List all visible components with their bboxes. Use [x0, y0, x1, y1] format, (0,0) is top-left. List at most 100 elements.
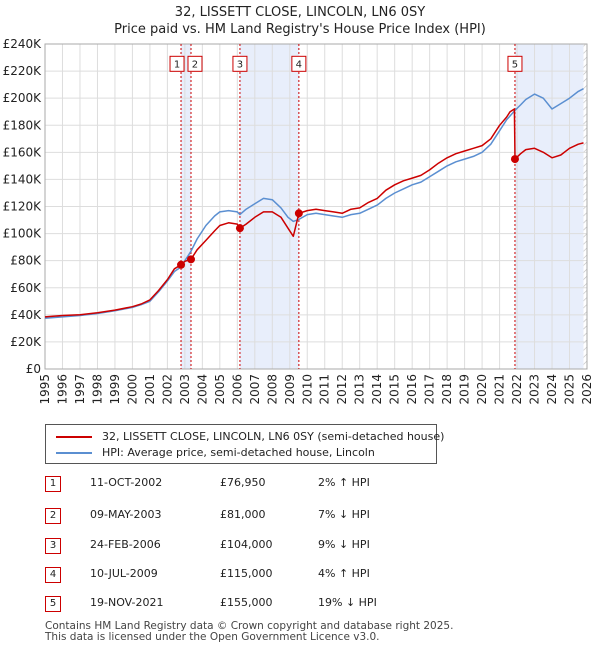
sale-date: 10-JUL-2009 — [90, 567, 158, 580]
sale-price: £81,000 — [220, 508, 266, 521]
x-tick-label: 2020 — [475, 374, 489, 405]
y-tick-label: £120K — [3, 200, 43, 214]
sale-label-box — [232, 55, 248, 72]
x-tick-label: 2007 — [248, 374, 262, 405]
gridlines — [44, 43, 588, 370]
x-tick-label: 2014 — [370, 374, 384, 405]
legend: 32, LISSETT CLOSE, LINCOLN, LN6 0SY (sem… — [45, 424, 444, 464]
table-row: 4 10-JUL-2009 £115,000 4% ↑ HPI — [45, 567, 465, 583]
x-tick-label: 2017 — [423, 374, 437, 405]
table-row: 1 11-OCT-2002 £76,950 2% ↑ HPI — [45, 476, 465, 492]
sale-price: £76,950 — [220, 476, 266, 489]
hpi-line — [44, 88, 584, 319]
sale-marker — [294, 209, 303, 218]
sale-hpi-diff: 9% ↓ HPI — [318, 538, 370, 551]
sale-label-box — [507, 55, 523, 72]
plot-border — [44, 43, 588, 370]
y-tick-label: £220K — [3, 64, 43, 78]
x-tick-label: 2026 — [580, 374, 594, 405]
x-tick-label: 2013 — [353, 374, 367, 405]
x-tick-label: 2010 — [300, 374, 314, 405]
y-tick-label: £240K — [3, 37, 43, 51]
x-tick-label: 2003 — [178, 374, 192, 405]
sale-label-box — [291, 55, 307, 72]
x-tick-label: 2006 — [230, 374, 244, 405]
y-tick-label: £200K — [3, 91, 43, 105]
sale-label-number: 1 — [174, 59, 180, 70]
sale-label-box — [187, 55, 203, 72]
sale-date: 11-OCT-2002 — [90, 476, 163, 489]
x-tick-label: 2008 — [265, 374, 279, 405]
y-tick-label: £60K — [10, 281, 42, 295]
y-tick-label: £80K — [10, 254, 42, 268]
sale-hpi-diff: 2% ↑ HPI — [318, 476, 370, 489]
sale-hpi-diff: 19% ↓ HPI — [318, 596, 377, 609]
sale-number-badge: 3 — [45, 538, 61, 554]
x-tick-label: 1995 — [38, 374, 52, 405]
sale-date: 24-FEB-2006 — [90, 538, 161, 551]
x-tick-label: 2025 — [563, 374, 577, 405]
sale-marker — [186, 255, 195, 264]
x-axis: 1995 1996 1997 1998 1999 2000 2001 2002 2003 2004… — [38, 374, 594, 405]
sale-label-number: 2 — [192, 59, 198, 70]
sale-label-box — [169, 55, 185, 72]
sale-date: 19-NOV-2021 — [90, 596, 164, 609]
sale-marker — [510, 155, 519, 164]
x-tick-label: 2024 — [545, 374, 559, 405]
x-tick-label: 2001 — [143, 374, 157, 405]
x-tick-label: 2004 — [195, 374, 209, 405]
x-tick-label: 1998 — [90, 374, 104, 405]
x-tick-label: 2002 — [160, 374, 174, 405]
sale-hpi-diff: 7% ↓ HPI — [318, 508, 370, 521]
x-tick-label: 1999 — [108, 374, 122, 405]
x-tick-label: 1997 — [73, 374, 87, 405]
sale-date: 09-MAY-2003 — [90, 508, 162, 521]
x-tick-label: 2019 — [458, 374, 472, 405]
x-tick-label: 2016 — [405, 374, 419, 405]
sale-price: £115,000 — [220, 567, 273, 580]
y-tick-label: £0 — [26, 362, 41, 376]
sale-hpi-diff: 4% ↑ HPI — [318, 567, 370, 580]
legend-label-hpi: HPI: Average price, semi-detached house,… — [102, 446, 375, 459]
y-tick-label: £20K — [10, 335, 42, 349]
sale-marker — [235, 224, 244, 233]
table-row: 5 19-NOV-2021 £155,000 19% ↓ HPI — [45, 596, 465, 612]
legend-item-hpi: HPI: Average price, semi-detached house,… — [56, 446, 375, 459]
x-tick-label: 2023 — [528, 374, 542, 405]
sale-number-badge: 5 — [45, 596, 61, 612]
x-tick-label: 2018 — [440, 374, 454, 405]
x-tick-label: 1996 — [55, 374, 69, 405]
sale-number-badge: 4 — [45, 567, 61, 583]
y-tick-label: £140K — [3, 172, 43, 186]
chart-title: 32, LISSETT CLOSE, LINCOLN, LN6 0SY — [175, 5, 425, 20]
x-tick-label: 2012 — [335, 374, 349, 405]
sale-label-number: 4 — [296, 59, 302, 70]
footer-license: This data is licensed under the Open Gov… — [45, 631, 380, 643]
y-tick-label: £40K — [10, 308, 42, 322]
y-tick-label: £180K — [3, 118, 43, 132]
legend-item-property: 32, LISSETT CLOSE, LINCOLN, LN6 0SY (sem… — [56, 430, 444, 443]
x-tick-label: 2022 — [510, 374, 524, 405]
footer: Contains HM Land Registry data © Crown c… — [45, 621, 453, 643]
sale-price: £104,000 — [220, 538, 273, 551]
x-tick-label: 2005 — [213, 374, 227, 405]
x-tick-label: 2021 — [493, 374, 507, 405]
x-tick-label: 2015 — [388, 374, 402, 405]
legend-swatch-hpi — [56, 452, 92, 454]
y-tick-label: £160K — [3, 145, 43, 159]
footer-copyright: Contains HM Land Registry data © Crown c… — [45, 620, 454, 632]
sale-label-number: 5 — [512, 59, 518, 70]
price-chart: 32, LISSETT CLOSE, LINCOLN, LN6 0SY Pric… — [3, 5, 594, 405]
x-tick-label: 2011 — [318, 374, 332, 405]
y-tick-label: £100K — [3, 227, 43, 241]
x-tick-label: 2009 — [283, 374, 297, 405]
legend-label-property: 32, LISSETT CLOSE, LINCOLN, LN6 0SY (sem… — [102, 430, 445, 443]
sale-number-badge: 2 — [45, 508, 61, 524]
sale-marker — [177, 260, 186, 269]
legend-swatch-property — [56, 436, 92, 438]
sale-label-number: 3 — [237, 59, 243, 70]
sale-price: £155,000 — [220, 596, 273, 609]
x-tick-label: 2000 — [125, 374, 139, 405]
chart-subtitle: Price paid vs. HM Land Registry's House … — [114, 22, 486, 37]
table-row: 3 24-FEB-2006 £104,000 9% ↓ HPI — [45, 538, 465, 554]
